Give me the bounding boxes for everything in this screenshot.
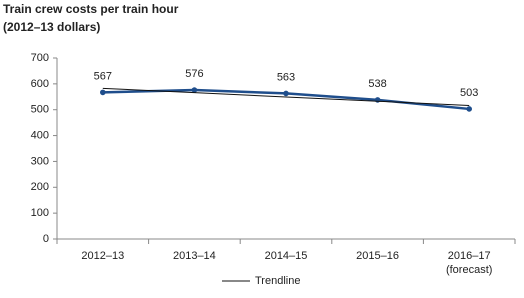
chart-title: Train crew costs per train hour (3, 2, 179, 16)
y-tick-label: 700 (31, 52, 49, 64)
data-label: 538 (368, 78, 386, 90)
x-tick-label: 2014–15 (264, 250, 308, 262)
point (374, 97, 381, 103)
point (466, 106, 473, 112)
x-tick-label: 2013–14 (172, 250, 216, 262)
data-label: 576 (185, 68, 203, 80)
data-label: 503 (460, 87, 478, 99)
data-label: 563 (277, 71, 295, 83)
trendline (102, 87, 470, 107)
point (100, 89, 106, 96)
x-tick-label: 2015–16 (356, 250, 399, 262)
y-tick-label: 100 (31, 207, 49, 219)
y-tick-label: 200 (31, 181, 49, 193)
chart-subtitle: (2012–13 dollars) (3, 20, 100, 34)
x-tick-label: 2016–17 (forecast) (445, 250, 493, 276)
data-label: 567 (94, 70, 112, 82)
y-tick-label: 500 (31, 104, 49, 116)
y-tick-label: 600 (31, 78, 49, 90)
y-tick-label: 0 (43, 233, 49, 245)
point (283, 90, 289, 97)
y-tick-label: 400 (31, 129, 49, 141)
legend-label: Trendline (255, 275, 300, 287)
point (191, 87, 198, 93)
y-tick-label: 300 (31, 155, 49, 167)
x-tick-label: 2012–13 (81, 250, 125, 262)
